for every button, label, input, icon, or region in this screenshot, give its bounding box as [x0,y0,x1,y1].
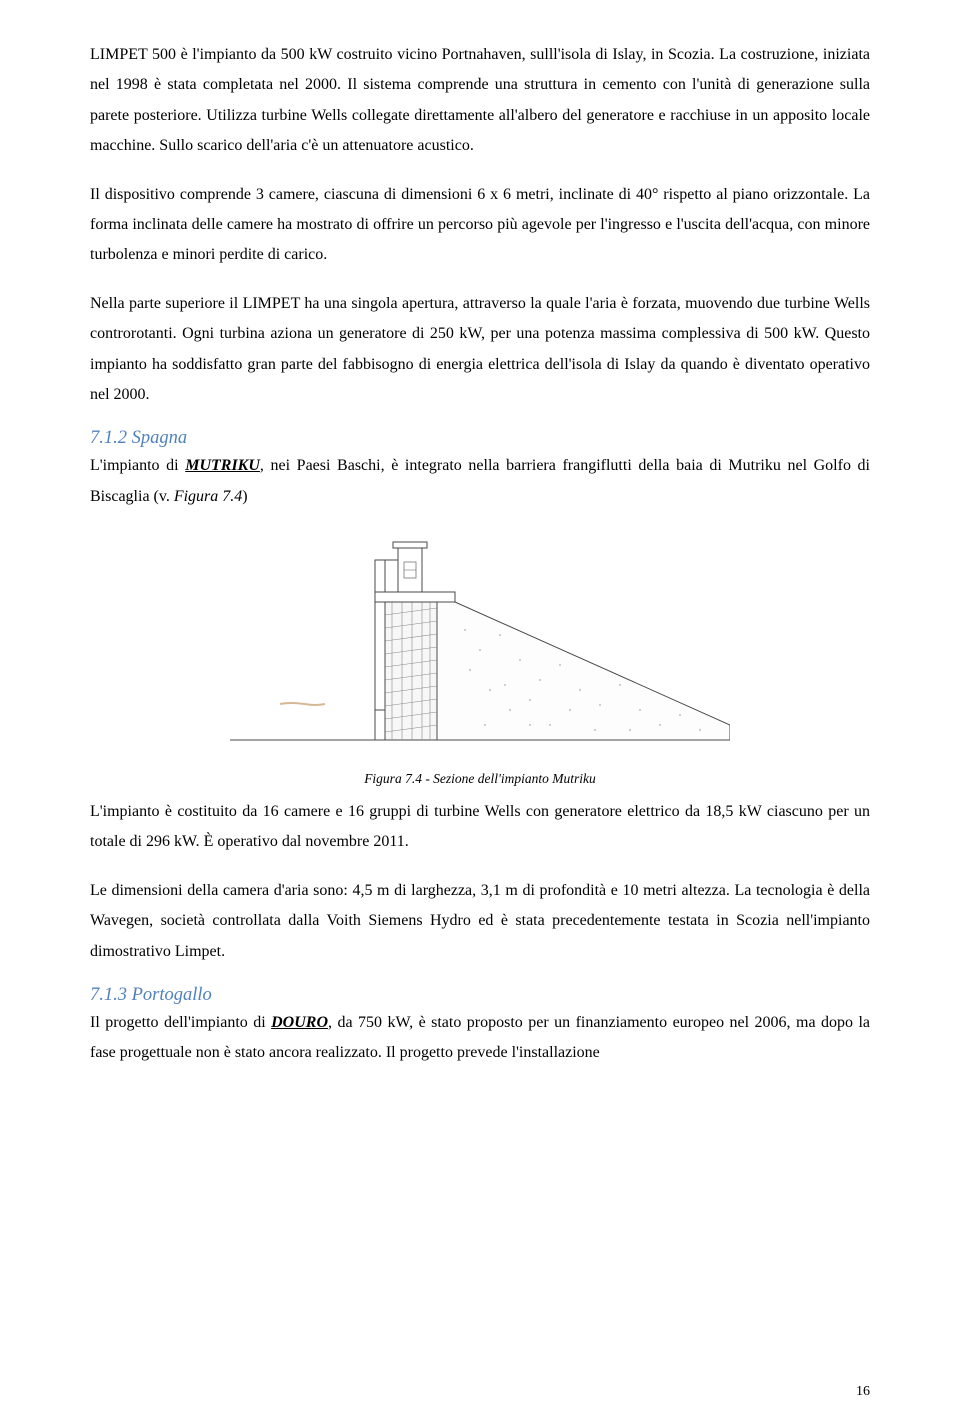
paragraph-limpet-1: LIMPET 500 è l'impianto da 500 kW costru… [90,40,870,162]
text: ) [242,488,247,505]
paragraph-mutriku-intro: L'impianto di MUTRIKU, nei Paesi Baschi,… [90,451,870,512]
diagram-mutriku-cross-section [230,530,730,760]
paragraph-limpet-2: Il dispositivo comprende 3 camere, ciasc… [90,180,870,271]
paragraph-douro: Il progetto dell'impianto di DOURO, da 7… [90,1008,870,1069]
figure-mutriku-section [90,530,870,765]
text: L'impianto di [90,457,185,474]
paragraph-mutriku-specs: L'impianto è costituito da 16 camere e 1… [90,797,870,858]
heading-spagna: 7.1.2 Spagna [90,428,870,449]
heading-portogallo: 7.1.3 Portogallo [90,985,870,1006]
paragraph-mutriku-dims: Le dimensioni della camera d'aria sono: … [90,876,870,967]
text: Il progetto dell'impianto di [90,1014,271,1031]
plant-name-douro: DOURO [271,1014,328,1031]
plant-name-mutriku: MUTRIKU [185,457,260,474]
paragraph-limpet-3: Nella parte superiore il LIMPET ha una s… [90,289,870,411]
page-number: 16 [856,1384,870,1400]
figure-ref: Figura 7.4 [174,488,242,505]
figure-caption: Figura 7.4 - Sezione dell'impianto Mutri… [90,771,870,787]
